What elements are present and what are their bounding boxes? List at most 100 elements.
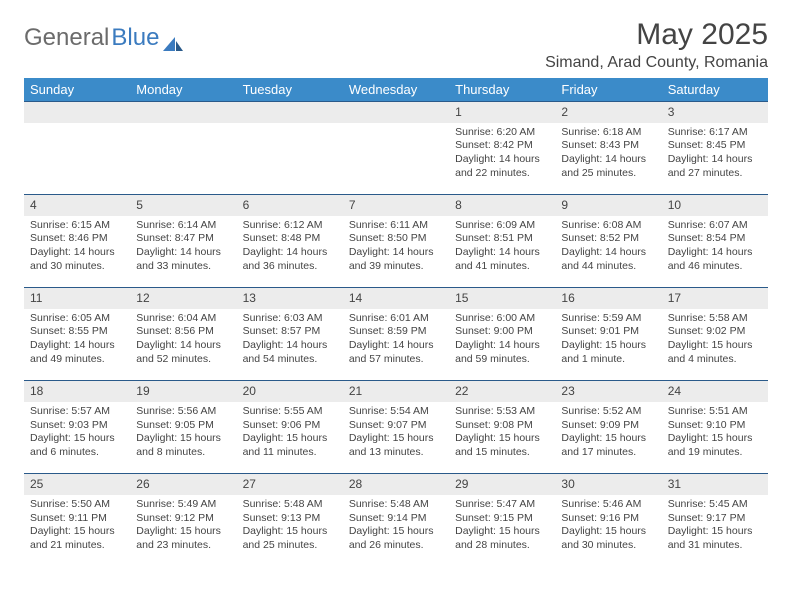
day-info-line: Daylight: 14 hours (30, 339, 124, 353)
day-header: Thursday (449, 78, 555, 102)
day-number: 22 (449, 381, 555, 402)
day-info-line: Daylight: 15 hours (349, 432, 443, 446)
day-cell: Sunrise: 6:01 AMSunset: 8:59 PMDaylight:… (343, 309, 449, 381)
day-cell: Sunrise: 5:59 AMSunset: 9:01 PMDaylight:… (555, 309, 661, 381)
day-info-line: Daylight: 14 hours (455, 246, 549, 260)
day-info-line: Sunset: 8:43 PM (561, 139, 655, 153)
day-number (237, 102, 343, 123)
day-header: Monday (130, 78, 236, 102)
day-number: 23 (555, 381, 661, 402)
day-info-line: and 30 minutes. (561, 539, 655, 553)
day-info-line: Sunset: 8:55 PM (30, 325, 124, 339)
day-info-line: and 13 minutes. (349, 446, 443, 460)
day-info-line: and 23 minutes. (136, 539, 230, 553)
day-number (130, 102, 236, 123)
day-info-line: and 25 minutes. (243, 539, 337, 553)
day-info-line: Daylight: 15 hours (668, 432, 762, 446)
day-info-line: and 39 minutes. (349, 260, 443, 274)
day-info-line: Sunrise: 6:09 AM (455, 219, 549, 233)
day-number: 18 (24, 381, 130, 402)
day-number: 2 (555, 102, 661, 123)
day-info-line: Sunset: 8:47 PM (136, 232, 230, 246)
day-info-line: Daylight: 15 hours (561, 525, 655, 539)
daynum-row: 18192021222324 (24, 381, 768, 402)
day-info-line: Sunset: 9:16 PM (561, 512, 655, 526)
day-cell: Sunrise: 6:05 AMSunset: 8:55 PMDaylight:… (24, 309, 130, 381)
day-number: 1 (449, 102, 555, 123)
day-info-line: Daylight: 15 hours (243, 525, 337, 539)
day-info-line: Sunset: 8:54 PM (668, 232, 762, 246)
day-info-line: Sunrise: 5:53 AM (455, 405, 549, 419)
day-cell: Sunrise: 6:15 AMSunset: 8:46 PMDaylight:… (24, 216, 130, 288)
day-info-line: and 59 minutes. (455, 353, 549, 367)
location-label: Simand, Arad County, Romania (545, 54, 768, 72)
day-info-line: and 31 minutes. (668, 539, 762, 553)
day-number: 17 (662, 288, 768, 309)
day-info-line: Sunrise: 5:59 AM (561, 312, 655, 326)
day-cell: Sunrise: 6:11 AMSunset: 8:50 PMDaylight:… (343, 216, 449, 288)
calendar-table: Sunday Monday Tuesday Wednesday Thursday… (24, 78, 768, 567)
day-number: 19 (130, 381, 236, 402)
day-number: 16 (555, 288, 661, 309)
day-number: 7 (343, 195, 449, 216)
day-info-line: Sunrise: 5:46 AM (561, 498, 655, 512)
day-header: Saturday (662, 78, 768, 102)
day-cell: Sunrise: 5:55 AMSunset: 9:06 PMDaylight:… (237, 402, 343, 474)
day-cell (130, 123, 236, 195)
day-info-line: and 19 minutes. (668, 446, 762, 460)
day-info-line: Daylight: 14 hours (561, 153, 655, 167)
day-info-line: and 15 minutes. (455, 446, 549, 460)
header: GeneralBlue May 2025 Simand, Arad County… (24, 18, 768, 72)
day-info-line: Sunrise: 6:20 AM (455, 126, 549, 140)
day-info-line: and 8 minutes. (136, 446, 230, 460)
calendar-body: 123Sunrise: 6:20 AMSunset: 8:42 PMDaylig… (24, 102, 768, 567)
day-info-line: Sunrise: 5:47 AM (455, 498, 549, 512)
day-info-line: Sunset: 9:10 PM (668, 419, 762, 433)
day-info-line: and 4 minutes. (668, 353, 762, 367)
day-info-line: Sunset: 9:14 PM (349, 512, 443, 526)
day-info-line: Daylight: 15 hours (668, 525, 762, 539)
day-cell: Sunrise: 5:51 AMSunset: 9:10 PMDaylight:… (662, 402, 768, 474)
day-number: 11 (24, 288, 130, 309)
day-header: Wednesday (343, 78, 449, 102)
day-info-line: Sunrise: 6:04 AM (136, 312, 230, 326)
day-number: 29 (449, 474, 555, 495)
day-info-line: and 27 minutes. (668, 167, 762, 181)
day-info-line: and 1 minute. (561, 353, 655, 367)
daynum-row: 45678910 (24, 195, 768, 216)
day-info-line: Sunset: 9:17 PM (668, 512, 762, 526)
day-info-line: and 11 minutes. (243, 446, 337, 460)
day-info-line: Daylight: 14 hours (668, 246, 762, 260)
day-cell: Sunrise: 6:08 AMSunset: 8:52 PMDaylight:… (555, 216, 661, 288)
day-info-line: Sunset: 9:15 PM (455, 512, 549, 526)
day-number: 14 (343, 288, 449, 309)
day-info-line: and 46 minutes. (668, 260, 762, 274)
day-info-line: Daylight: 14 hours (30, 246, 124, 260)
day-info-line: and 30 minutes. (30, 260, 124, 274)
day-info-line: Sunrise: 5:52 AM (561, 405, 655, 419)
day-info-line: and 49 minutes. (30, 353, 124, 367)
day-info-line: Sunrise: 6:12 AM (243, 219, 337, 233)
day-number: 4 (24, 195, 130, 216)
day-cell (343, 123, 449, 195)
day-info-line: Sunrise: 5:48 AM (243, 498, 337, 512)
day-info-line: Daylight: 15 hours (349, 525, 443, 539)
day-info-line: Sunset: 8:57 PM (243, 325, 337, 339)
day-info-line: Sunrise: 6:01 AM (349, 312, 443, 326)
day-info-line: Sunset: 9:03 PM (30, 419, 124, 433)
day-info-line: Sunrise: 6:11 AM (349, 219, 443, 233)
day-cell: Sunrise: 5:57 AMSunset: 9:03 PMDaylight:… (24, 402, 130, 474)
day-number: 20 (237, 381, 343, 402)
day-cell: Sunrise: 5:48 AMSunset: 9:14 PMDaylight:… (343, 495, 449, 567)
day-info-line: Sunrise: 6:17 AM (668, 126, 762, 140)
day-info-line: Sunrise: 5:51 AM (668, 405, 762, 419)
day-info-line: Daylight: 14 hours (243, 339, 337, 353)
content-row: Sunrise: 6:05 AMSunset: 8:55 PMDaylight:… (24, 309, 768, 381)
day-header: Tuesday (237, 78, 343, 102)
day-info-line: and 41 minutes. (455, 260, 549, 274)
day-number: 26 (130, 474, 236, 495)
logo-sail-icon (163, 30, 183, 46)
day-info-line: Daylight: 15 hours (561, 432, 655, 446)
day-number: 3 (662, 102, 768, 123)
day-info-line: Sunrise: 6:00 AM (455, 312, 549, 326)
